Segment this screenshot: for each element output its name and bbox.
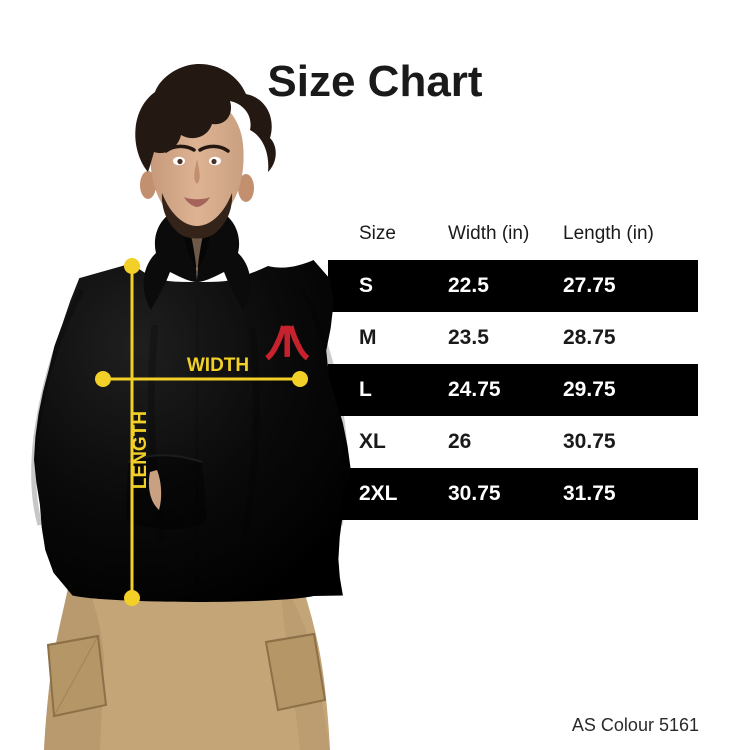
svg-text:WIDTH: WIDTH (187, 355, 249, 376)
svg-text:LENGTH: LENGTH (130, 411, 151, 489)
